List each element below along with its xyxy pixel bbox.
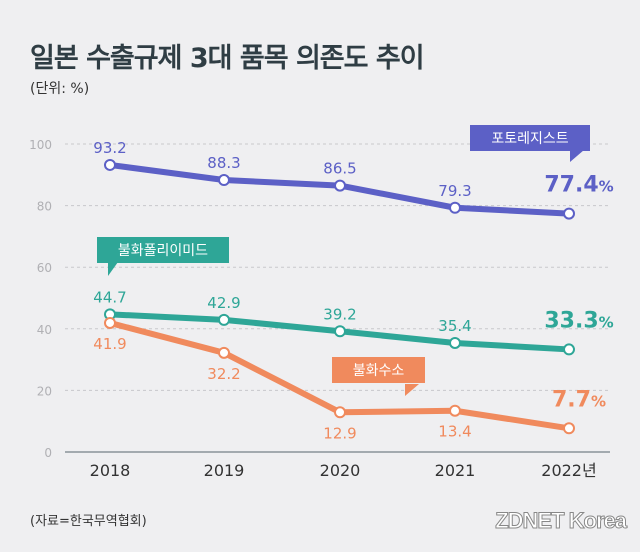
y-tick-label: 20 <box>37 384 52 398</box>
data-label: 42.9 <box>207 294 240 312</box>
data-point <box>334 406 346 419</box>
percent-suffix: % <box>599 178 614 196</box>
y-tick-label: 0 <box>44 446 52 460</box>
x-tick-label: 2022년 <box>541 461 596 480</box>
data-point <box>218 313 230 326</box>
data-label: 41.9 <box>93 335 126 353</box>
data-point <box>218 174 230 187</box>
legend-label: 불화폴리이미드 <box>118 243 208 259</box>
data-point <box>334 325 346 338</box>
data-label: 86.5 <box>323 160 356 178</box>
data-label: 13.4 <box>438 423 471 441</box>
legend-pointer <box>570 150 584 162</box>
y-tick-label: 40 <box>37 323 52 337</box>
x-tick-label: 2020 <box>320 461 361 480</box>
data-label: 12.9 <box>323 424 356 442</box>
data-point <box>334 179 346 192</box>
data-label: 33.3% <box>544 308 613 333</box>
data-point <box>563 343 575 356</box>
percent-suffix: % <box>599 313 614 331</box>
x-tick-label: 2018 <box>90 461 131 480</box>
zdnet-logo: ZDNET Korea <box>495 508 628 534</box>
percent-suffix: % <box>591 392 606 410</box>
data-point <box>563 422 575 435</box>
data-label: 35.4 <box>438 317 471 335</box>
y-tick-label: 80 <box>37 200 52 214</box>
data-label: 79.3 <box>438 182 471 200</box>
data-point <box>563 207 575 220</box>
unit-label: (단위: %) <box>30 81 90 97</box>
data-point <box>449 336 461 349</box>
legend-pointer <box>405 384 419 396</box>
data-label: 39.2 <box>323 305 356 323</box>
legend-box <box>470 125 590 151</box>
chart-title: 일본 수출규제 3대 품목 의존도 추이 <box>30 43 425 74</box>
data-point <box>104 158 116 171</box>
source-note: (자료=한국무역협회) <box>30 514 147 529</box>
data-label: 93.2 <box>93 139 126 157</box>
legend-label: 불화수소 <box>353 363 405 379</box>
x-tick-label: 2021 <box>435 461 476 480</box>
data-label: 7.7% <box>552 387 606 412</box>
data-point <box>104 316 116 329</box>
data-point <box>449 201 461 214</box>
data-label: 77.4% <box>544 173 613 198</box>
y-tick-label: 60 <box>37 261 52 275</box>
legend-pointer <box>108 262 118 276</box>
data-label: 44.7 <box>93 288 126 306</box>
legend-box <box>97 237 229 263</box>
legend-label: 포토레지스트 <box>491 131 568 147</box>
data-label: 32.2 <box>207 365 240 383</box>
data-point <box>218 346 230 359</box>
x-tick-label: 2019 <box>204 461 245 480</box>
data-label: 88.3 <box>207 154 240 172</box>
legend-box <box>332 357 425 383</box>
y-tick-label: 100 <box>29 138 52 152</box>
data-point <box>449 404 461 417</box>
